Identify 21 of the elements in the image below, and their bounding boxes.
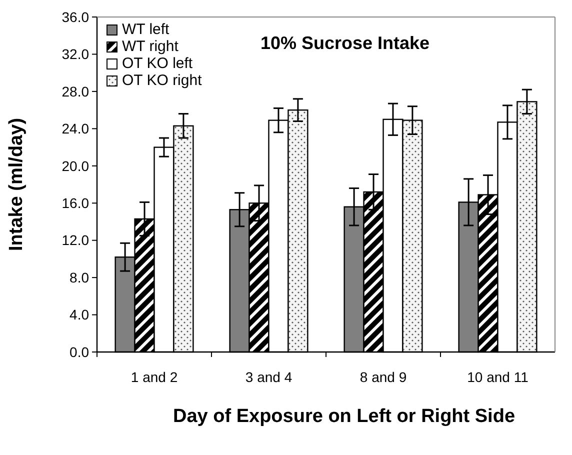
x-tick-label: 1 and 2: [130, 369, 178, 385]
legend-label: WT right: [122, 38, 180, 55]
x-axis-title: Day of Exposure on Left or Right Side: [172, 406, 516, 427]
y-tick-label: 8.0: [70, 269, 90, 286]
y-tick-label: 20.0: [62, 158, 90, 174]
x-tick-label: 8 and 9: [360, 369, 407, 385]
x-tick-label: 3 and 4: [245, 369, 292, 385]
y-tick-label: 28.0: [62, 83, 90, 100]
legend-label: OT KO left: [122, 55, 194, 72]
y-tick-label: 36.0: [62, 8, 90, 25]
legend-label: OT KO right: [122, 72, 203, 89]
y-tick-label: 24.0: [62, 120, 90, 137]
legend-label: WT left: [122, 21, 170, 38]
y-axis-title: Intake (ml/day): [6, 118, 27, 252]
y-tick-label: 16.0: [62, 195, 90, 212]
y-tick-label: 12.0: [62, 232, 90, 248]
y-tick-label: 32.0: [62, 46, 90, 62]
y-tick-label: 0.0: [70, 344, 90, 360]
y-tick-label: 4.0: [70, 306, 90, 323]
x-tick-label: 10 and 11: [467, 369, 529, 385]
text: 10% Sucrose Intake: [260, 33, 430, 53]
